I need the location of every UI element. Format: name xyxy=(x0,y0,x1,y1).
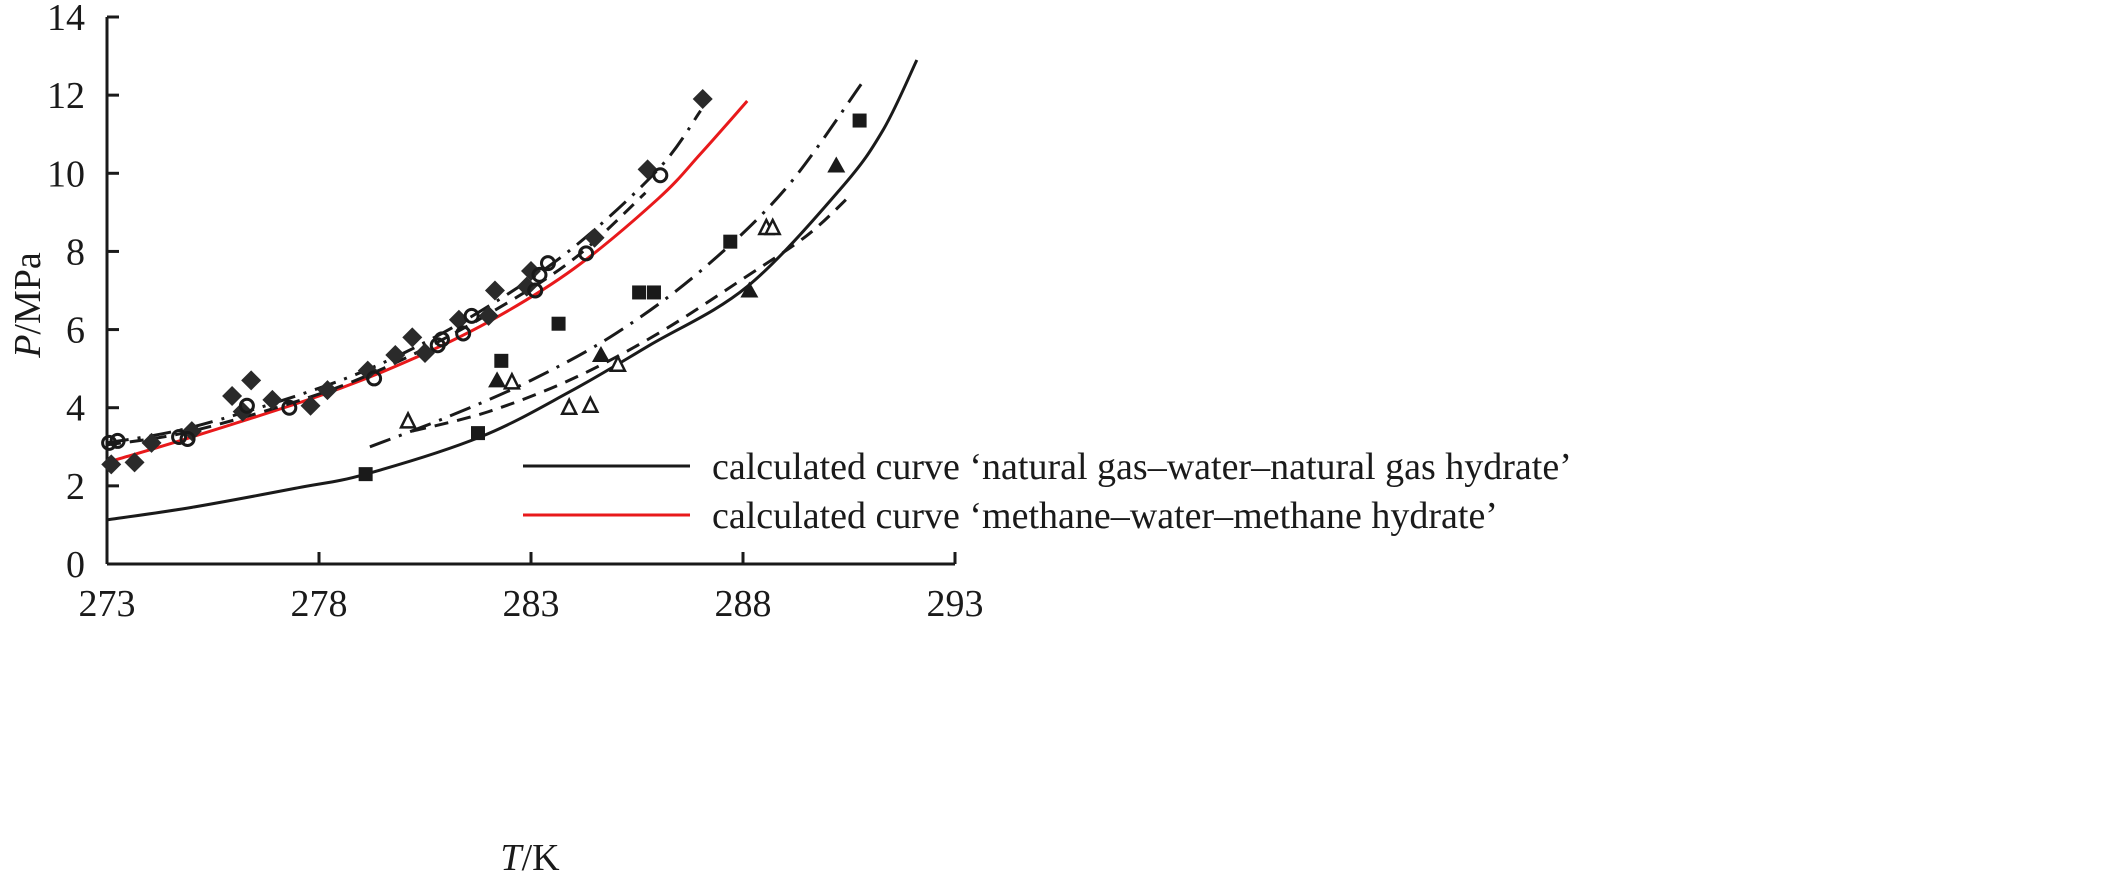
x-axis-label: T/K xyxy=(500,837,560,879)
diamond-marker xyxy=(241,370,262,391)
square-marker xyxy=(551,316,566,331)
legend-label-natural-gas: calculated curve ‘natural gas–water–natu… xyxy=(712,446,1572,488)
diamond-marker xyxy=(317,380,338,401)
x-tick-label: 288 xyxy=(715,583,772,625)
curve-solid-0 xyxy=(106,59,919,522)
circle-marker xyxy=(463,307,480,324)
legend-label-methane: calculated curve ‘methane–water–methane … xyxy=(712,495,1498,537)
x-tick-label: 283 xyxy=(503,583,560,625)
circle-marker xyxy=(238,397,255,414)
diamond-marker xyxy=(385,344,406,365)
diamond-marker xyxy=(478,305,499,326)
x-tick-label: 273 xyxy=(79,583,136,625)
curve-dashed-5 xyxy=(411,195,851,433)
y-tick-label: 0 xyxy=(66,544,85,586)
x-tick-label: 278 xyxy=(291,583,348,625)
diamond-marker xyxy=(402,327,423,348)
diamond-marker xyxy=(124,452,145,473)
curves xyxy=(106,59,919,522)
circle-marker xyxy=(109,432,126,449)
data-markers xyxy=(101,89,867,482)
diamond-marker xyxy=(101,454,122,475)
open-triangle-marker xyxy=(608,353,627,372)
circle-marker xyxy=(179,430,196,447)
diamond-marker xyxy=(357,360,378,381)
diamond-marker xyxy=(300,395,321,416)
diamond-marker xyxy=(584,227,605,248)
y-axis-label: P/MPa xyxy=(7,252,49,359)
x-tick-label: 293 xyxy=(927,583,984,625)
diamond-marker xyxy=(262,389,283,410)
filled-triangle-marker xyxy=(827,156,846,173)
diamond-marker xyxy=(516,276,537,297)
diamond-marker xyxy=(415,343,435,364)
diamond-marker xyxy=(141,432,162,453)
circle-marker xyxy=(433,331,450,348)
square-marker xyxy=(852,113,867,128)
y-tick-label: 4 xyxy=(66,388,85,430)
diamond-marker xyxy=(484,280,505,301)
square-marker xyxy=(494,353,509,368)
diamond-marker xyxy=(692,89,713,110)
filled-triangle-marker xyxy=(740,281,759,298)
circle-marker xyxy=(527,282,544,299)
square-marker xyxy=(632,285,647,300)
filled-triangle-marker xyxy=(488,371,507,388)
open-triangle-marker xyxy=(502,371,521,390)
diamond-marker xyxy=(521,260,541,281)
circle-marker xyxy=(281,399,298,416)
open-triangle-marker xyxy=(581,394,600,414)
circle-marker xyxy=(171,429,188,446)
diamond-marker xyxy=(222,385,243,406)
y-tick-label: 12 xyxy=(47,75,85,117)
curve-dashdot-4 xyxy=(369,82,863,449)
axes: 273 278 283 288 293 0 2 4 6 8 10 12 14 xyxy=(47,0,984,625)
circle-marker xyxy=(366,370,383,387)
filled-triangle-marker xyxy=(591,345,610,362)
y-tick-label: 14 xyxy=(47,0,85,39)
circle-marker xyxy=(101,434,118,451)
circle-marker xyxy=(455,325,472,342)
open-triangle-marker xyxy=(763,217,782,236)
y-tick-label: 6 xyxy=(66,310,85,352)
open-triangle-marker xyxy=(399,410,418,429)
square-marker xyxy=(358,467,373,482)
curve-dashed-3 xyxy=(106,191,647,447)
circle-marker xyxy=(531,266,548,283)
y-tick-label: 2 xyxy=(66,466,85,508)
square-marker xyxy=(471,426,485,441)
y-tick-label: 10 xyxy=(47,153,85,195)
curve-dashdot-2 xyxy=(106,109,702,445)
circle-marker xyxy=(578,245,595,262)
square-marker xyxy=(723,234,738,249)
square-marker xyxy=(646,285,661,300)
circle-marker xyxy=(652,167,669,184)
y-tick-label: 8 xyxy=(66,231,85,273)
curve-solid-1 xyxy=(106,100,749,464)
open-triangle-marker xyxy=(560,396,579,415)
legend: calculated curve ‘natural gas–water–natu… xyxy=(523,446,1572,537)
circle-marker xyxy=(539,255,556,272)
